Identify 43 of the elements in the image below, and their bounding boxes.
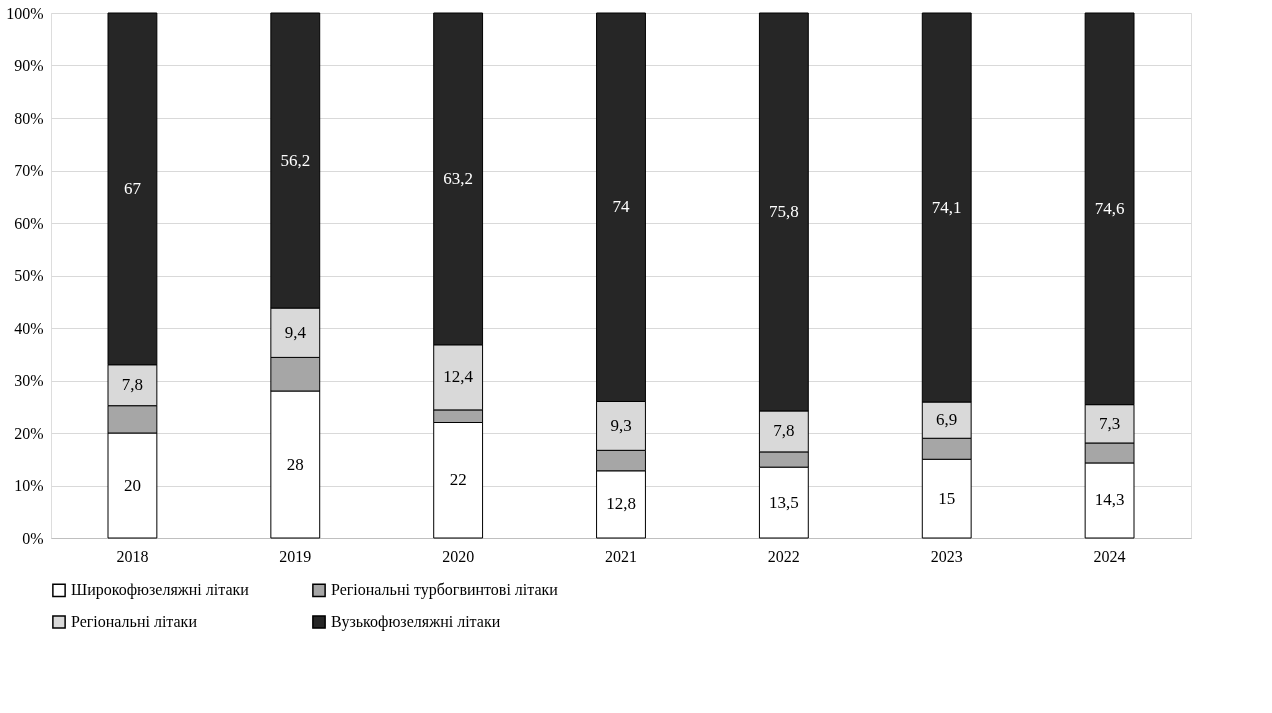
y-tick-label: 40% xyxy=(14,319,44,337)
y-tick-label: 100% xyxy=(6,4,44,22)
data-label: 14,3 xyxy=(1094,490,1125,510)
y-tick-label: 90% xyxy=(14,57,44,74)
data-label: 7,8 xyxy=(121,375,144,395)
x-tick-label: 2019 xyxy=(279,547,312,565)
y-tick-label: 30% xyxy=(14,372,44,389)
data-label: 74 xyxy=(612,197,630,217)
legend-label: Регіональні літаки xyxy=(71,613,198,630)
x-tick-label: 2022 xyxy=(767,547,800,565)
data-label: 6,9 xyxy=(936,410,958,430)
y-tick-label: 60% xyxy=(14,214,44,232)
x-tick-label: 2024 xyxy=(1093,547,1126,565)
x-tick-label: 2018 xyxy=(116,547,149,565)
y-tick-label: 70% xyxy=(14,162,44,179)
y-tick-label: 10% xyxy=(14,477,44,494)
y-tick-label: 80% xyxy=(14,109,44,127)
y-tick-label: 20% xyxy=(14,424,44,442)
legend-label: Широкофюзеляжні літаки xyxy=(71,581,250,600)
legend-label: Регіональні турбогвинтові літаки xyxy=(331,581,559,600)
data-label: 20 xyxy=(123,475,141,495)
data-label: 12,4 xyxy=(443,367,474,387)
y-tick-label: 0% xyxy=(22,529,44,547)
data-label: 63,2 xyxy=(443,168,474,188)
data-label: 22 xyxy=(449,470,467,490)
data-label: 13,5 xyxy=(768,492,799,512)
data-label: 75,8 xyxy=(768,201,799,221)
data-label: 9,4 xyxy=(284,322,307,342)
data-label: 74,1 xyxy=(931,197,962,217)
y-tick-label: 50% xyxy=(14,267,44,284)
data-label: 9,3 xyxy=(610,415,632,435)
data-label: 7,8 xyxy=(773,421,795,441)
data-label: 7,3 xyxy=(1098,413,1121,433)
data-label: 56,2 xyxy=(280,150,311,170)
x-tick-label: 2023 xyxy=(930,547,963,565)
x-tick-label: 2020 xyxy=(442,547,475,565)
data-label: 12,8 xyxy=(606,494,636,514)
legend-label: Вузькофюзеляжні літаки xyxy=(331,613,501,631)
x-tick-label: 2021 xyxy=(605,547,637,565)
data-label: 15 xyxy=(938,488,956,508)
data-label: 74,6 xyxy=(1094,198,1125,218)
data-label: 67 xyxy=(123,178,142,198)
data-label: 28 xyxy=(286,454,304,474)
